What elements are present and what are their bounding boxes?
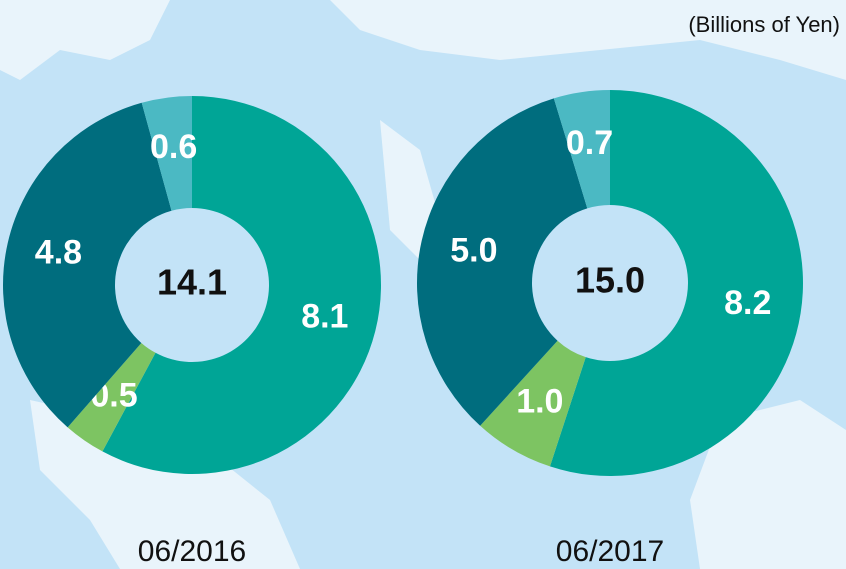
- segment-label: 0.6: [150, 128, 197, 166]
- segment-label: 4.8: [35, 233, 82, 271]
- segment-label: 8.2: [724, 284, 771, 322]
- donut-segment: [553, 90, 610, 209]
- segment-label: 1.0: [516, 383, 563, 421]
- date-label: 06/2017: [556, 535, 664, 568]
- center-label: 15.0: [575, 260, 645, 301]
- donut-segment: [67, 342, 156, 452]
- date-label: 06/2016: [138, 535, 246, 568]
- donut-segment: [549, 90, 803, 476]
- segment-label: 8.1: [301, 297, 348, 335]
- donut-segment: [141, 96, 192, 211]
- segment-label: 0.7: [566, 124, 613, 162]
- unit-label: (Billions of Yen): [688, 12, 840, 37]
- segment-label: 5.0: [450, 231, 497, 269]
- donut-segment: [480, 340, 586, 467]
- center-label: 14.1: [157, 262, 227, 303]
- donut-segment: [102, 96, 382, 474]
- donut-segment: [416, 98, 588, 426]
- donut-segment: [3, 102, 172, 428]
